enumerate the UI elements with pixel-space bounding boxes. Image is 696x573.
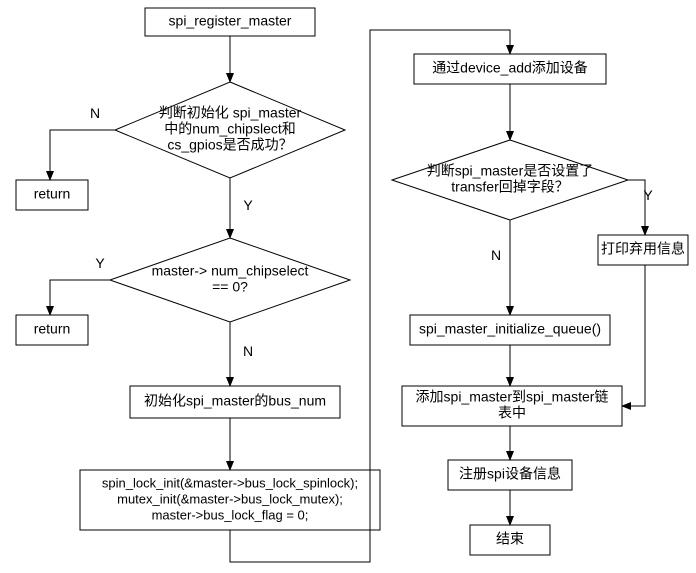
edge-4-label: N: [243, 343, 253, 359]
edge-1-label: N: [90, 105, 100, 121]
node-addlist-text-1: 表中: [498, 405, 526, 421]
node-locks-text-2: master->bus_lock_flag = 0;: [152, 507, 309, 522]
node-reg-text-0: 注册spi设备信息: [459, 466, 561, 482]
node-d1-text-1: 中的num_chipslect和: [164, 121, 296, 137]
node-locks-text-1: mutex_init(&master->bus_lock_mutex);: [117, 491, 343, 506]
node-d1-text-2: cs_gpios是否成功？: [167, 137, 292, 153]
edge-8-label: N: [491, 247, 501, 263]
node-ret1-text-0: return: [34, 186, 71, 202]
edge-11: [622, 265, 645, 406]
node-d3-text-0: 判断spi_master是否设置了: [427, 163, 593, 179]
node-d1-text-0: 判断初始化 spi_master: [159, 105, 302, 121]
edge-9-label: Y: [643, 187, 653, 203]
edge-2-label: Y: [243, 197, 253, 213]
node-locks-text-0: spin_lock_init(&master->bus_lock_spinloc…: [102, 475, 358, 490]
edge-3-label: Y: [95, 255, 105, 271]
node-devadd-text-0: 通过device_add添加设备: [432, 60, 588, 76]
node-end-text-0: 结束: [496, 531, 524, 547]
node-queue-text-0: spi_master_initialize_queue(): [419, 321, 601, 337]
node-ret2-text-0: return: [34, 321, 71, 337]
node-d3-text-1: transfer回掉字段？: [451, 179, 568, 195]
node-start-text-0: spi_register_master: [169, 13, 292, 29]
node-init_bus-text-0: 初始化spi_master的bus_num: [144, 393, 326, 409]
node-deprec-text-0: 打印弃用信息: [601, 241, 685, 257]
edge-1: [50, 130, 115, 180]
node-addlist-text-0: 添加spi_master到spi_master链: [416, 389, 609, 405]
node-d2-text-1: == 0?: [212, 279, 248, 295]
node-d2-text-0: master-> num_chipselect: [152, 263, 309, 279]
edge-3: [50, 280, 110, 315]
